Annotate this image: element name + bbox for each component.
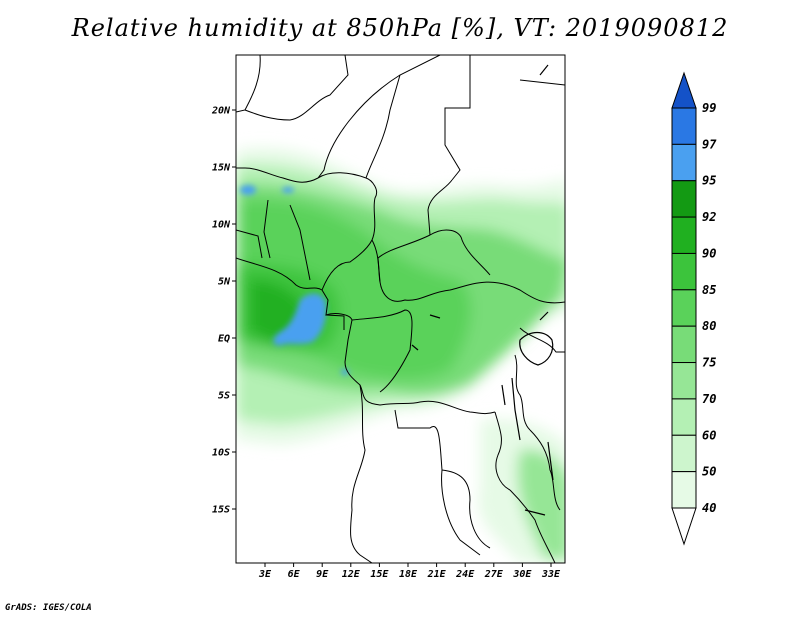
colorbar: 40 50 60 70 75 80 85 90 92 95 97 99 <box>671 71 717 546</box>
lakes <box>411 64 554 516</box>
lat-tick-label: 20N <box>211 106 231 117</box>
colorbar-segment <box>671 471 697 509</box>
longitude-axis: 3E 6E 9E 12E 15E 18E 21E 24E 27E 30E 33E <box>258 563 561 580</box>
colorbar-level-label: 95 <box>702 174 716 188</box>
colorbar-level-label: 50 <box>702 465 716 479</box>
colorbar-level-label: 85 <box>702 283 716 297</box>
lon-tick-label: 21E <box>427 569 447 580</box>
credit-label: GrADS: IGES/COLA <box>5 603 92 613</box>
lat-tick-label: 15S <box>212 505 230 516</box>
colorbar-segment <box>671 107 697 145</box>
chart-title: Relative humidity at 850hPa [%], VT: 201… <box>71 14 729 42</box>
colorbar-segment <box>671 143 697 182</box>
colorbar-level-label: 60 <box>702 428 716 442</box>
colorbar-level-label: 90 <box>702 246 716 260</box>
colorbar-segment <box>671 398 697 436</box>
lat-tick-label: EQ <box>218 334 230 345</box>
colorbar-level-label: 70 <box>702 392 716 406</box>
lat-tick-label: 5N <box>218 277 231 288</box>
lon-tick-label: 27E <box>484 569 504 580</box>
map-frame <box>235 54 566 564</box>
lon-tick-label: 6E <box>288 569 301 580</box>
colorbar-segment <box>671 434 697 473</box>
lat-tick-label: 10N <box>212 220 231 231</box>
country-borders <box>236 55 565 563</box>
latitude-axis: 20N 15N 10N 5N EQ 5S 10S 15S <box>211 106 236 516</box>
lon-tick-label: 9E <box>316 569 329 580</box>
colorbar-min-triangle <box>671 507 697 546</box>
colorbar-level-label: 75 <box>702 356 716 370</box>
lon-tick-label: 15E <box>370 569 389 580</box>
lon-tick-label: 24E <box>455 569 475 580</box>
colorbar-segment <box>671 252 697 291</box>
colorbar-level-label: 80 <box>702 319 716 333</box>
lat-tick-label: 5S <box>218 391 230 402</box>
colorbar-segment <box>671 216 697 254</box>
lat-tick-label: 15N <box>212 163 231 174</box>
lon-tick-label: 18E <box>399 569 418 580</box>
colorbar-segment <box>671 289 697 327</box>
colorbar-segment <box>671 362 697 400</box>
lon-tick-label: 3E <box>258 569 272 580</box>
lon-tick-label: 33E <box>541 569 561 580</box>
colorbar-level-label: 40 <box>702 501 716 515</box>
lat-tick-label: 10S <box>212 448 230 459</box>
humidity-field <box>236 147 565 563</box>
colorbar-segment <box>671 180 697 218</box>
lon-tick-label: 30E <box>512 569 532 580</box>
lon-tick-label: 12E <box>342 569 361 580</box>
colorbar-max-triangle <box>671 71 697 109</box>
colorbar-level-label: 92 <box>702 210 716 224</box>
colorbar-level-label: 99 <box>702 101 716 115</box>
colorbar-segment <box>671 325 697 364</box>
colorbar-level-label: 97 <box>702 137 717 151</box>
